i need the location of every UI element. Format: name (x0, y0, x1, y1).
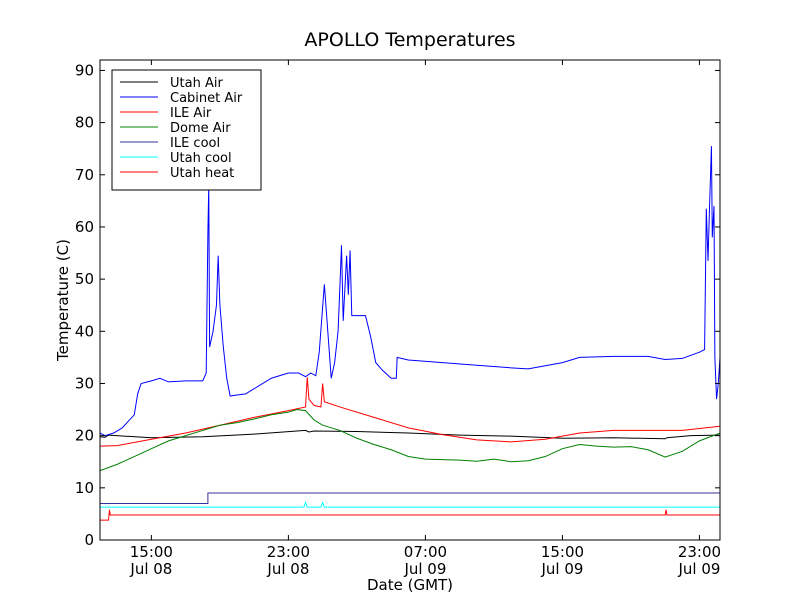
legend-label-dome-air: Dome Air (170, 121, 231, 136)
x-tick-label-date: Jul 08 (129, 560, 172, 578)
x-tick-label-date: Jul 09 (403, 560, 446, 578)
plot-frame (99, 59, 721, 541)
y-axis-title: Temperature (C) (54, 239, 72, 362)
series-line-cabinet-air (100, 146, 720, 437)
series-line-utah-air (100, 429, 720, 440)
series-line-dome-air (100, 409, 720, 472)
y-tick-label: 0 (84, 531, 94, 549)
y-tick-label: 10 (75, 479, 94, 497)
y-tick-label: 90 (75, 61, 94, 79)
x-tick-label-time: 07:00 (404, 543, 447, 561)
y-tick-label: 70 (75, 166, 94, 184)
x-tick-label-date: Jul 09 (540, 560, 583, 578)
chart-title: APOLLO Temperatures (304, 29, 515, 51)
y-tick-label: 40 (75, 322, 94, 340)
x-tick-label-time: 15:00 (130, 543, 173, 561)
series-line-utah-heat (100, 509, 720, 521)
x-tick-label-time: 15:00 (541, 543, 584, 561)
x-tick-label-date: Jul 09 (677, 560, 720, 578)
series-layer (100, 146, 720, 521)
x-axis-title: Date (GMT) (367, 576, 453, 594)
y-tick-label: 30 (75, 374, 94, 392)
legend-box (111, 69, 262, 191)
x-tick-label-time: 23:00 (267, 543, 310, 561)
legend-label-ile-air: ILE Air (170, 106, 212, 121)
y-tick-label: 20 (75, 427, 94, 445)
y-tick-label: 60 (75, 218, 94, 236)
x-tick-label-time: 23:00 (678, 543, 721, 561)
series-line-utah-cool (100, 500, 720, 508)
legend-label-utah-heat: Utah heat (170, 166, 234, 181)
legend-label-ile-cool: ILE cool (170, 136, 220, 151)
series-line-ile-cool (100, 492, 720, 504)
x-tick-label-date: Jul 08 (266, 560, 309, 578)
legend-label-cabinet-air: Cabinet Air (170, 91, 243, 106)
legend-label-utah-air: Utah Air (170, 76, 223, 91)
legend-label-utah-cool: Utah cool (170, 151, 232, 166)
y-tick-label: 50 (75, 270, 94, 288)
y-tick-label: 80 (75, 114, 94, 132)
